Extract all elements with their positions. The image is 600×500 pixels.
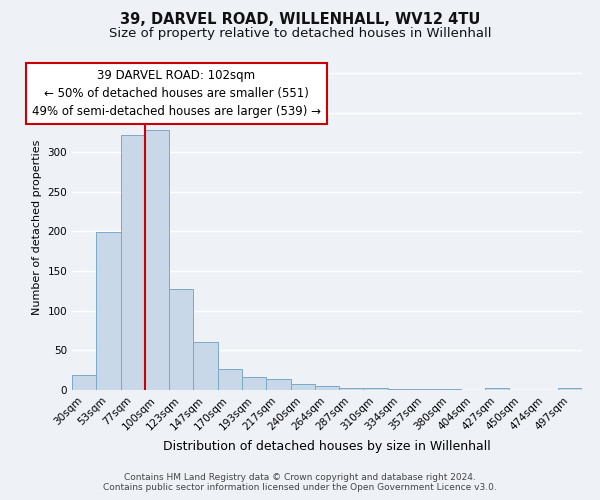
Bar (218, 370, 242, 390)
Bar (121, 135, 145, 390)
Text: 39, DARVEL ROAD, WILLENHALL, WV12 4TU: 39, DARVEL ROAD, WILLENHALL, WV12 4TU (120, 12, 480, 28)
Text: 39 DARVEL ROAD: 102sqm
← 50% of detached houses are smaller (551)
49% of semi-de: 39 DARVEL ROAD: 102sqm ← 50% of detached… (32, 69, 321, 118)
Bar (266, 379, 290, 390)
Bar (388, 389, 412, 390)
Bar (436, 389, 461, 390)
Bar (96, 232, 121, 390)
Bar (558, 388, 582, 390)
X-axis label: Distribution of detached houses by size in Willenhall: Distribution of detached houses by size … (163, 440, 491, 453)
Bar (145, 130, 169, 390)
Bar (339, 388, 364, 390)
Bar (193, 342, 218, 390)
Bar (412, 389, 436, 390)
Bar (169, 288, 193, 390)
Bar (290, 384, 315, 390)
Y-axis label: Number of detached properties: Number of detached properties (32, 140, 42, 315)
Text: Size of property relative to detached houses in Willenhall: Size of property relative to detached ho… (109, 28, 491, 40)
Bar (242, 378, 266, 390)
Bar (72, 375, 96, 390)
Bar (485, 388, 509, 390)
Bar (315, 386, 339, 390)
Text: Contains HM Land Registry data © Crown copyright and database right 2024.: Contains HM Land Registry data © Crown c… (124, 474, 476, 482)
Text: Contains public sector information licensed under the Open Government Licence v3: Contains public sector information licen… (103, 484, 497, 492)
Bar (364, 388, 388, 390)
